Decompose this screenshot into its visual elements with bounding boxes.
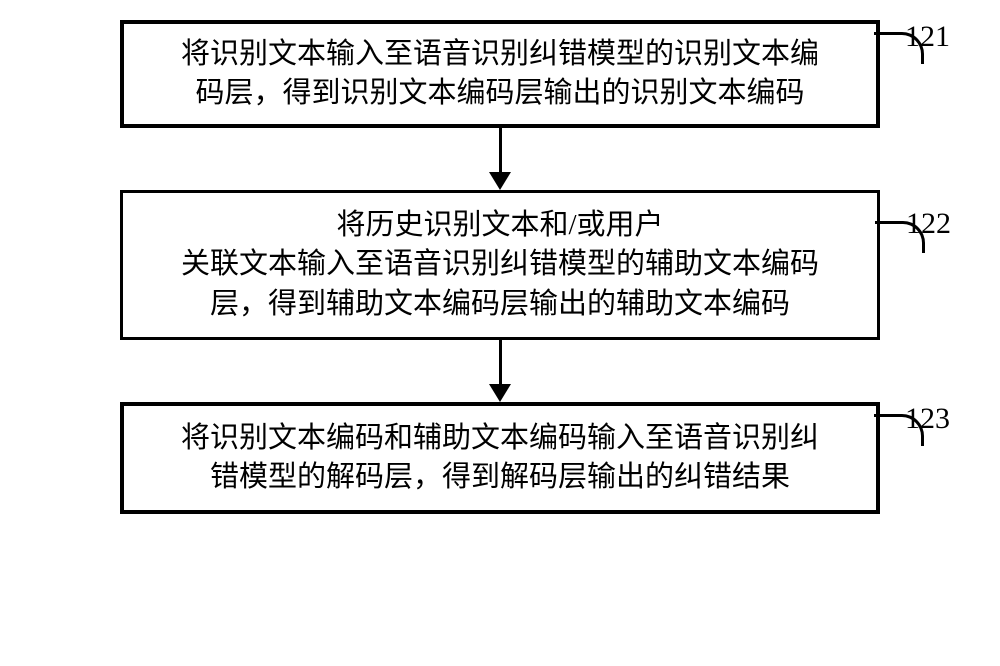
flow-box-3: 将识别文本编码和辅助文本编码输入至语音识别纠 错模型的解码层，得到解码层输出的纠… bbox=[120, 402, 880, 514]
box3-line1: 将识别文本编码和辅助文本编码输入至语音识别纠 bbox=[181, 419, 819, 458]
box1-line2: 码层，得到识别文本编码层输出的识别文本编码 bbox=[195, 74, 804, 113]
box2-line3: 层，得到辅助文本编码层输出的辅助文本编码 bbox=[210, 285, 790, 324]
arrow-head-icon bbox=[489, 172, 511, 190]
flow-box-2: 将历史识别文本和/或用户 关联文本输入至语音识别纠错模型的辅助文本编码 层，得到… bbox=[120, 190, 880, 340]
flowchart-container: 将识别文本输入至语音识别纠错模型的识别文本编 码层，得到识别文本编码层输出的识别… bbox=[50, 20, 950, 514]
box2-label: 122 bbox=[906, 207, 951, 241]
box3-line2: 错模型的解码层，得到解码层输出的纠错结果 bbox=[210, 458, 790, 497]
flow-box-1: 将识别文本输入至语音识别纠错模型的识别文本编 码层，得到识别文本编码层输出的识别… bbox=[120, 20, 880, 128]
connector-2-3 bbox=[489, 340, 511, 402]
box3-label: 123 bbox=[905, 402, 950, 436]
box1-label: 121 bbox=[905, 20, 950, 54]
box2-line2: 关联文本输入至语音识别纠错模型的辅助文本编码 bbox=[181, 245, 819, 284]
arrow-head-icon bbox=[489, 384, 511, 402]
box1-line1: 将识别文本输入至语音识别纠错模型的识别文本编 bbox=[181, 35, 819, 74]
box2-line1: 将历史识别文本和/或用户 bbox=[336, 206, 663, 245]
arrow-line-icon bbox=[499, 128, 502, 172]
connector-1-2 bbox=[489, 128, 511, 190]
arrow-line-icon bbox=[499, 340, 502, 384]
